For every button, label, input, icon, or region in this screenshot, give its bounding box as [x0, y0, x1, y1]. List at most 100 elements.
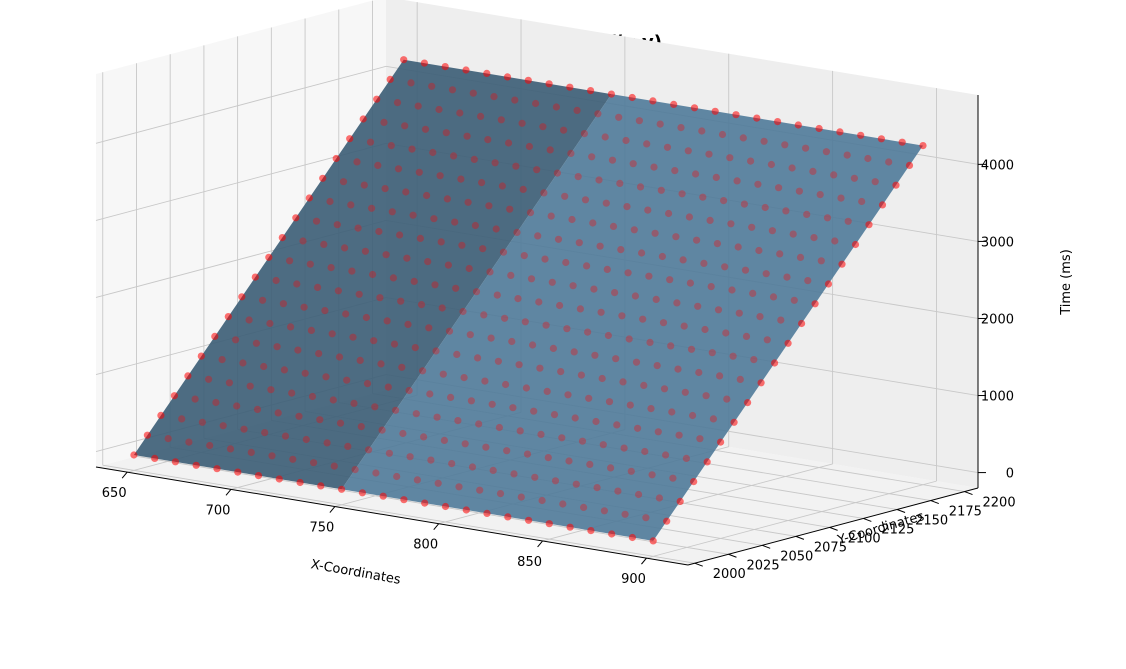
data-point	[631, 292, 640, 300]
data-point	[703, 458, 711, 466]
data-point	[531, 473, 539, 481]
data-point	[672, 233, 680, 241]
data-point	[865, 221, 873, 229]
data-point	[566, 523, 574, 531]
data-point	[736, 375, 744, 383]
data-point	[308, 392, 317, 401]
data-point	[646, 338, 654, 346]
data-point	[648, 471, 656, 479]
data-point	[510, 470, 518, 478]
x-tick-mark	[641, 557, 647, 565]
data-point	[776, 250, 784, 258]
data-point	[627, 467, 635, 475]
data-point	[526, 209, 535, 217]
data-point	[429, 148, 437, 157]
data-point	[629, 160, 637, 168]
data-point	[362, 313, 370, 322]
data-point	[687, 345, 696, 353]
x-tick-label: 750	[309, 521, 334, 536]
surface-left-face	[133, 59, 612, 490]
y-tick-label: 2075	[814, 540, 847, 555]
data-point	[480, 311, 488, 319]
data-point	[597, 308, 605, 316]
data-point	[448, 86, 457, 94]
data-point	[336, 419, 345, 427]
data-point	[774, 118, 782, 126]
grid-line	[95, 65, 387, 144]
data-point	[545, 520, 553, 528]
data-point	[690, 104, 699, 112]
data-point	[539, 123, 547, 131]
data-point	[481, 377, 489, 385]
data-point	[811, 300, 819, 308]
data-point	[638, 249, 646, 257]
data-point	[554, 235, 563, 243]
surface	[133, 59, 924, 541]
data-point	[584, 328, 592, 336]
data-point	[549, 344, 558, 352]
data-point	[184, 372, 192, 380]
data-point	[327, 264, 335, 272]
data-point	[170, 392, 178, 400]
data-point	[334, 287, 342, 295]
data-point	[456, 109, 464, 117]
data-point	[384, 383, 392, 391]
x-tick-label: 850	[517, 555, 542, 570]
data-point	[462, 506, 470, 514]
data-point	[472, 288, 481, 296]
data-point	[485, 202, 493, 210]
data-point	[420, 59, 428, 67]
data-point	[550, 411, 559, 419]
data-point	[363, 380, 372, 388]
data-point	[615, 113, 623, 121]
data-point	[459, 307, 467, 316]
data-point	[639, 315, 647, 323]
data-point	[191, 395, 199, 403]
data-point	[742, 332, 751, 340]
data-point	[802, 144, 810, 152]
data-point	[533, 166, 541, 174]
data-point	[577, 371, 586, 379]
data-point	[346, 135, 354, 143]
data-point	[540, 189, 548, 197]
data-point	[898, 138, 906, 146]
data-point	[492, 225, 500, 233]
data-point	[717, 438, 725, 446]
data-point	[545, 80, 553, 88]
data-point	[750, 356, 758, 364]
y-tick-label: 2000	[713, 567, 746, 582]
data-point	[430, 215, 438, 223]
data-point	[641, 447, 649, 456]
data-point	[754, 180, 762, 188]
data-point	[386, 75, 394, 83]
data-point	[523, 450, 532, 458]
data-point	[514, 295, 522, 303]
x-tick-label: 650	[102, 486, 127, 501]
data-point	[527, 275, 536, 283]
data-point	[206, 441, 214, 450]
data-point	[292, 214, 300, 222]
data-point	[595, 176, 603, 184]
data-point	[543, 387, 551, 395]
data-point	[315, 350, 323, 358]
data-point	[509, 404, 517, 412]
data-point	[753, 114, 761, 122]
data-point	[711, 107, 719, 115]
data-point	[810, 234, 818, 242]
data-point	[702, 392, 710, 400]
data-point	[788, 164, 796, 172]
data-point	[660, 385, 669, 393]
data-point	[804, 277, 812, 285]
data-point	[607, 90, 616, 98]
data-point	[281, 432, 290, 440]
data-point	[517, 493, 525, 501]
x-tick-label: 900	[621, 572, 646, 587]
data-point	[623, 203, 631, 211]
data-point	[354, 224, 362, 232]
data-point	[513, 228, 521, 236]
z-tick-label: 1000	[981, 390, 1014, 405]
data-point	[476, 486, 484, 494]
data-point	[407, 79, 415, 87]
data-point	[699, 193, 707, 201]
